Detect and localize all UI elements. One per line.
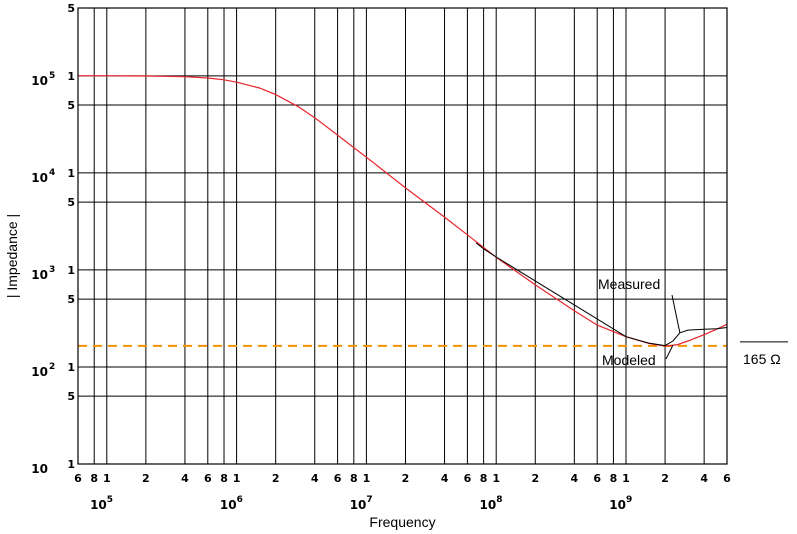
x-tick-label: 1 <box>233 472 241 485</box>
x-decade-exponent: 8 <box>496 495 502 505</box>
x-decade-base: 10 <box>350 498 367 512</box>
x-tick-label: 6 <box>723 472 731 485</box>
y-decade-exponent: 3 <box>49 265 55 275</box>
plot-frame <box>77 7 728 465</box>
y-tick-label: 1 <box>67 70 75 83</box>
y-tick-label: 5 <box>67 196 75 209</box>
y-tick-label: 5 <box>67 99 75 112</box>
x-decade-exponent: 7 <box>366 495 372 505</box>
x-tick-label: 2 <box>531 472 539 485</box>
x-tick-label: 2 <box>402 472 410 485</box>
x-tick-label: 8 <box>480 472 488 485</box>
x-decade-exponent: 5 <box>107 495 113 505</box>
x-tick-label: 2 <box>661 472 669 485</box>
y-decade-exponent: 2 <box>49 362 55 372</box>
x-decade-base: 10 <box>479 498 496 512</box>
x-tick-label: 4 <box>571 472 579 485</box>
y-tick-label: 1 <box>67 264 75 277</box>
y-tick-label: 5 <box>67 390 75 403</box>
annotations: Measured Modeled <box>598 276 681 368</box>
y-tick-label: 1 <box>67 167 75 180</box>
annotation-measured-leader <box>671 294 681 333</box>
x-tick-label: 8 <box>220 472 228 485</box>
y-decade-base: 10 <box>31 365 48 379</box>
x-tick-label: 4 <box>311 472 319 485</box>
grid-lines <box>77 7 728 465</box>
x-decade-exponent: 6 <box>237 495 243 505</box>
x-tick-label: 1 <box>492 472 500 485</box>
x-tick-label: 8 <box>350 472 358 485</box>
annotation-measured: Measured <box>598 276 660 292</box>
x-tick-label: 8 <box>610 472 618 485</box>
y-tick-label: 1 <box>67 361 75 374</box>
x-tick-label: 8 <box>90 472 98 485</box>
y-tick-label: 5 <box>67 293 75 306</box>
y-decade-base: 10 <box>31 268 48 282</box>
x-tick-label: 2 <box>272 472 280 485</box>
x-tick-label: 1 <box>622 472 630 485</box>
y-decade-base: 10 <box>31 462 48 476</box>
series-measured-line <box>475 242 728 347</box>
x-decade-exponent: 9 <box>626 495 632 505</box>
x-tick-label: 4 <box>441 472 449 485</box>
x-decade-base: 10 <box>90 498 107 512</box>
x-tick-label: 6 <box>593 472 601 485</box>
y-tick-labels: 5 1 5 1 5 1 5 1 5 1 <box>67 2 75 471</box>
x-decade-labels: 104105106107108109 <box>90 495 632 512</box>
x-axis-label: Frequency <box>369 514 435 530</box>
y-decade-base: 10 <box>31 171 48 185</box>
y-decade-exponent: 5 <box>49 71 55 81</box>
x-tick-label: 1 <box>363 472 371 485</box>
annotation-modeled: Modeled <box>602 352 656 368</box>
y-decade-exponent: 4 <box>49 168 55 178</box>
y-axis-label: | Impedance | <box>4 214 20 298</box>
annotation-modeled-leader <box>665 344 674 360</box>
x-tick-label: 4 <box>181 472 189 485</box>
y-decade-base: 10 <box>31 74 48 88</box>
x-tick-label: 6 <box>74 472 82 485</box>
reference-value-label: 165 Ω <box>743 351 781 367</box>
x-decade-base: 10 <box>609 498 626 512</box>
y-tick-label: 5 <box>67 2 75 15</box>
x-tick-label: 1 <box>103 472 111 485</box>
series-modeled-line <box>78 75 728 347</box>
x-tick-label: 4 <box>700 472 708 485</box>
x-tick-label: 6 <box>334 472 342 485</box>
x-decade-base: 10 <box>220 498 237 512</box>
x-tick-label: 2 <box>142 472 150 485</box>
y-tick-label: 1 <box>67 458 75 471</box>
x-tick-label: 6 <box>464 472 472 485</box>
x-tick-label: 6 <box>204 472 212 485</box>
